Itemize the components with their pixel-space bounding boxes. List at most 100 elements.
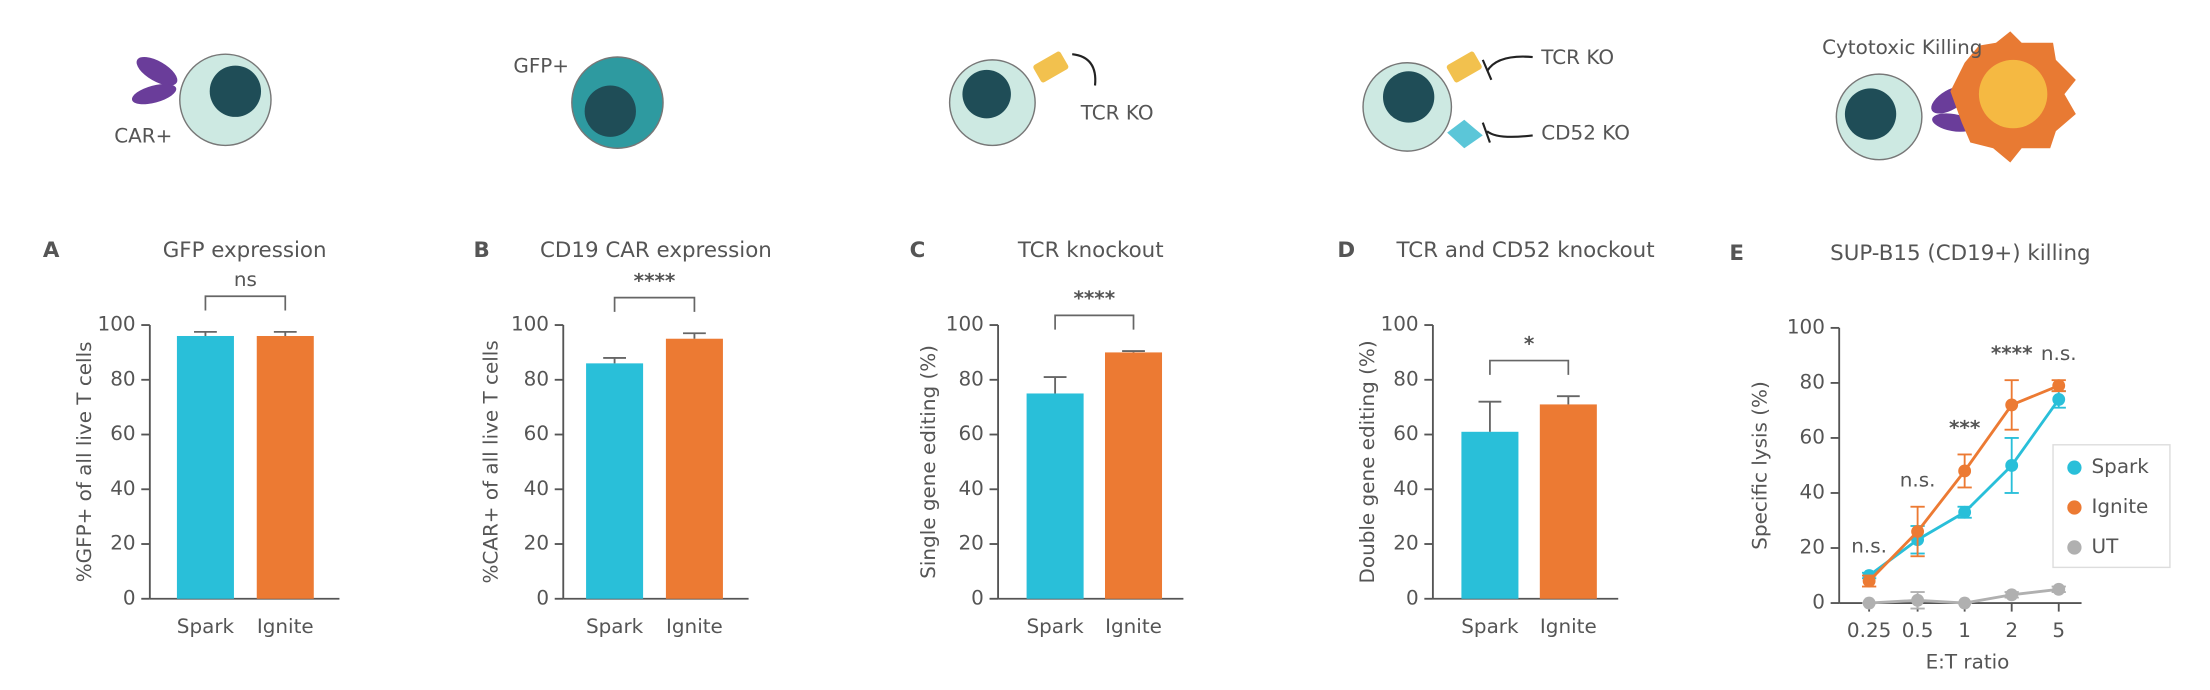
nucleus — [962, 69, 1011, 119]
tcr — [1033, 51, 1069, 83]
cd52 — [1447, 119, 1483, 149]
y-tick-label: 80 — [524, 366, 549, 390]
data-point — [2005, 398, 2019, 412]
panel-letter: C — [910, 238, 926, 263]
y-tick-label: 0 — [1406, 585, 1419, 609]
tcr — [1446, 51, 1482, 83]
knockout-arrow — [1072, 53, 1097, 86]
y-tick-label: 60 — [958, 421, 983, 445]
car-receptor — [131, 83, 177, 105]
y-tick-label: 20 — [524, 531, 549, 555]
data-point — [2052, 582, 2066, 596]
y-axis-label: Double gene editing (%) — [1355, 340, 1379, 583]
icon-label: CD52 KO — [1541, 121, 1630, 145]
x-tick-label: Ignite — [257, 614, 314, 638]
x-tick-label: 0.5 — [1902, 618, 1934, 642]
nucleus — [1978, 59, 2048, 129]
significance-bracket — [613, 296, 696, 312]
y-tick-label: 0 — [1812, 590, 1825, 614]
x-tick-label: 1 — [1958, 618, 1971, 642]
y-tick-label: 60 — [110, 421, 135, 445]
x-tick-label: Spark — [1026, 614, 1084, 638]
panel-letter: E — [1729, 241, 1744, 266]
knockout-arrow — [1481, 122, 1533, 143]
data-point — [2052, 379, 2066, 393]
significance-label: n.s. — [1900, 468, 1936, 492]
x-tick-label: Ignite — [666, 614, 723, 638]
y-tick-label: 60 — [524, 421, 549, 445]
icon-label: CAR+ — [114, 123, 172, 147]
y-tick-label: 40 — [1393, 476, 1418, 500]
data-point — [1958, 505, 1972, 519]
bar — [1026, 393, 1084, 599]
y-tick-label: 20 — [958, 531, 983, 555]
y-tick-label: 80 — [1393, 366, 1418, 390]
data-point — [1862, 574, 1876, 588]
bar — [665, 338, 723, 599]
y-tick-label: 40 — [524, 476, 549, 500]
chart-title: SUP-B15 (CD19+) killing — [1830, 241, 2090, 266]
y-tick-label: 100 — [1787, 314, 1825, 338]
y-tick-label: 0 — [536, 585, 549, 609]
significance-label: **** — [1073, 286, 1115, 310]
x-tick-label: Spark — [1461, 614, 1519, 638]
data-point — [1862, 596, 1876, 610]
x-tick-label: 5 — [2052, 618, 2065, 642]
y-axis-label: %CAR+ of all live T cells — [478, 340, 502, 583]
data-point — [1958, 596, 1972, 610]
y-tick-label: 40 — [110, 476, 135, 500]
icon-label: Cytotoxic Killing — [1822, 35, 1982, 59]
y-tick-label: 20 — [1800, 535, 1825, 559]
bar — [1461, 431, 1519, 599]
significance-label: **** — [1991, 341, 2033, 365]
nucleus — [1844, 88, 1897, 140]
nucleus — [1382, 71, 1435, 123]
y-tick-label: 0 — [123, 585, 136, 609]
y-tick-label: 60 — [1393, 421, 1418, 445]
bar — [176, 335, 234, 599]
y-tick-label: 100 — [511, 312, 549, 336]
legend-swatch — [2067, 500, 2082, 515]
y-tick-label: 0 — [971, 585, 984, 609]
significance-label: **** — [634, 268, 676, 292]
car-receptor — [136, 56, 178, 86]
chart-title: TCR knockout — [1017, 238, 1164, 263]
data-point — [2005, 459, 2019, 472]
data-point — [2052, 393, 2066, 406]
significance-bracket — [204, 295, 287, 311]
y-tick-label: 100 — [1381, 312, 1419, 336]
y-tick-label: 100 — [946, 312, 984, 336]
bar — [1539, 404, 1597, 599]
chart-title: TCR and CD52 knockout — [1395, 238, 1654, 263]
significance-bracket — [1054, 314, 1135, 330]
data-point — [2005, 588, 2019, 602]
x-tick-label: Spark — [177, 614, 235, 638]
knockout-arrow — [1481, 55, 1533, 81]
x-tick-label: 0.25 — [1847, 618, 1891, 642]
y-axis-label: %GFP+ of all live T cells — [72, 341, 96, 582]
bar — [586, 363, 644, 599]
significance-label: n.s. — [2041, 341, 2077, 365]
y-tick-label: 60 — [1800, 424, 1825, 448]
significance-label: n.s. — [1851, 534, 1887, 558]
x-axis-label: E:T ratio — [1926, 649, 2010, 673]
y-tick-label: 80 — [110, 366, 135, 390]
x-tick-label: Ignite — [1105, 614, 1162, 638]
y-axis-label: Single gene editing (%) — [916, 345, 940, 579]
y-axis-label: Specific lysis (%) — [1747, 381, 1771, 549]
legend-box — [2052, 444, 2171, 569]
chart-title: GFP expression — [163, 238, 327, 263]
nucleus — [584, 85, 636, 137]
y-tick-label: 40 — [1800, 479, 1825, 503]
icon-label: GFP+ — [513, 54, 569, 78]
legend-label: Ignite — [2092, 494, 2149, 518]
nucleus — [209, 65, 262, 117]
icon-label: TCR KO — [1540, 45, 1614, 69]
chart-title: CD19 CAR expression — [540, 238, 772, 263]
significance-label: ns — [234, 267, 257, 291]
x-tick-label: Spark — [586, 614, 644, 638]
legend-label: UT — [2092, 534, 2120, 558]
y-tick-label: 100 — [98, 312, 136, 336]
y-tick-label: 40 — [958, 476, 983, 500]
